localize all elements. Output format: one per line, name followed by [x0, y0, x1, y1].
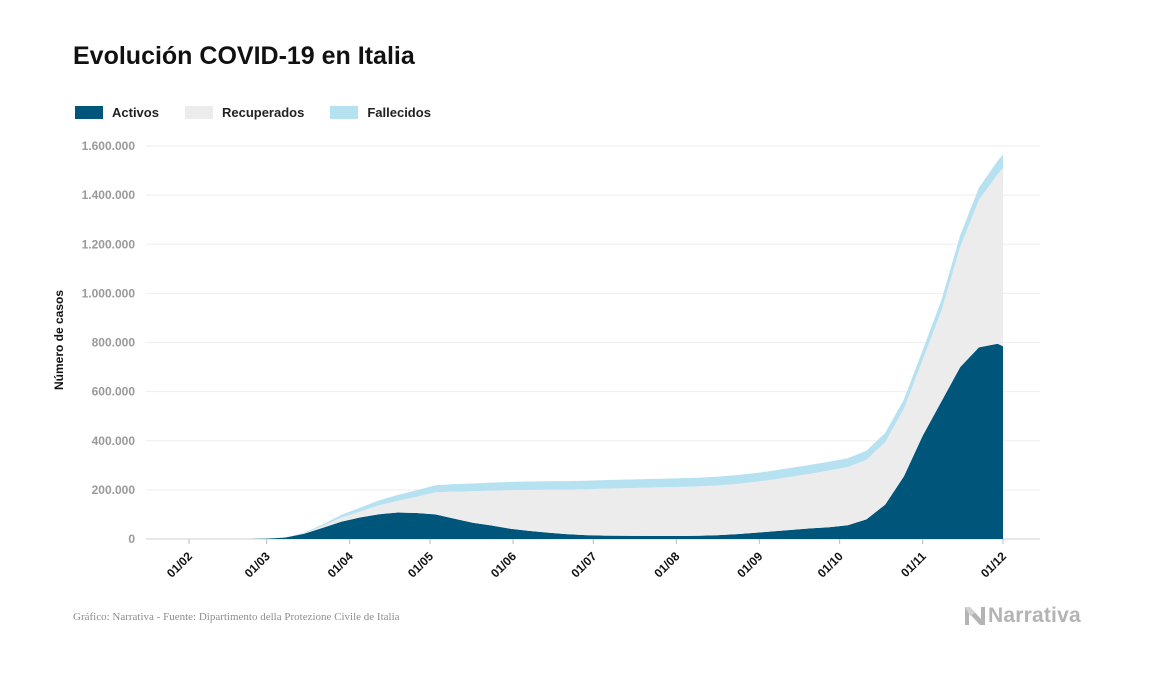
- x-tick-label: 01/06: [488, 549, 519, 580]
- chart-legend: Activos Recuperados Fallecidos: [75, 103, 457, 121]
- y-axis: 0 200.000 400.000 600.000 800.000 1.000.000 1.…: [82, 139, 136, 546]
- x-tick-label: 01/03: [242, 549, 273, 580]
- y-tick-label: 200.000: [92, 483, 136, 497]
- legend-item-recuperados: Recuperados: [184, 104, 305, 120]
- brand-logo: Narrativa: [964, 604, 1081, 628]
- y-tick-label: 1.200.000: [82, 237, 136, 251]
- legend-item-activos: Activos: [75, 105, 159, 120]
- narrativa-n-logo-icon: [965, 607, 985, 625]
- x-tick-label: 01/12: [978, 549, 1009, 580]
- x-tick-label: 01/10: [815, 549, 846, 580]
- brand-name: Narrativa: [988, 604, 1081, 627]
- y-tick-label: 600.000: [92, 385, 136, 399]
- legend-label-fallecidos: Fallecidos: [367, 104, 431, 120]
- legend-item-fallecidos: Fallecidos: [330, 105, 431, 120]
- x-tick-label: 01/11: [898, 549, 929, 580]
- x-tick-label: 01/02: [164, 549, 195, 580]
- x-tick-label: 01/09: [734, 549, 765, 580]
- x-tick-label: 01/04: [325, 549, 356, 580]
- chart-title: Evolución COVID-19 en Italia: [73, 42, 415, 70]
- x-axis: 01/02 01/03 01/04 01/05 01/06 01/07 01/08 01/09…: [164, 539, 1009, 580]
- source-credit: Gráfico: Narrativa - Fuente: Dipartiment…: [73, 611, 400, 623]
- legend-label-activos: Activos: [112, 104, 159, 120]
- x-tick-label: 01/08: [651, 549, 682, 580]
- y-tick-label: 800.000: [92, 336, 136, 350]
- x-tick-label: 01/07: [568, 549, 599, 580]
- y-tick-label: 400.000: [92, 434, 136, 448]
- y-axis-label: Número de casos: [52, 290, 66, 390]
- x-tick-label: 01/05: [405, 549, 436, 580]
- y-tick-label: 1.000.000: [82, 286, 136, 300]
- legend-swatch-recuperados: [184, 105, 213, 119]
- y-tick-label: 1.600.000: [82, 139, 136, 153]
- legend-label-recuperados: Recuperados: [221, 104, 305, 120]
- legend-swatch-fallecidos: [330, 105, 359, 119]
- y-tick-label: 1.400.000: [82, 188, 136, 202]
- series-areas: [250, 154, 1004, 539]
- area-activos: [250, 343, 1004, 539]
- y-tick-label: 0: [128, 532, 135, 546]
- legend-swatch-activos: [75, 105, 103, 119]
